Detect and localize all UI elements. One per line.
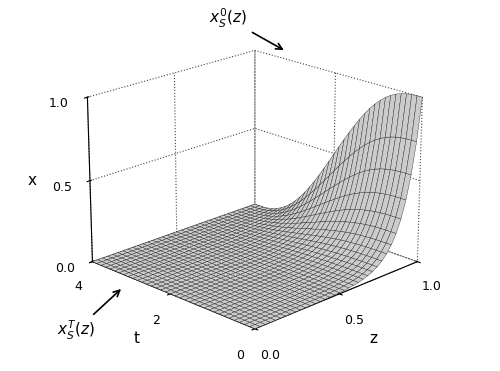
Y-axis label: t: t xyxy=(134,331,140,346)
Text: $x_S^0(z)$: $x_S^0(z)$ xyxy=(210,7,282,49)
X-axis label: z: z xyxy=(369,331,377,346)
Text: $x_S^T(z)$: $x_S^T(z)$ xyxy=(57,290,120,342)
